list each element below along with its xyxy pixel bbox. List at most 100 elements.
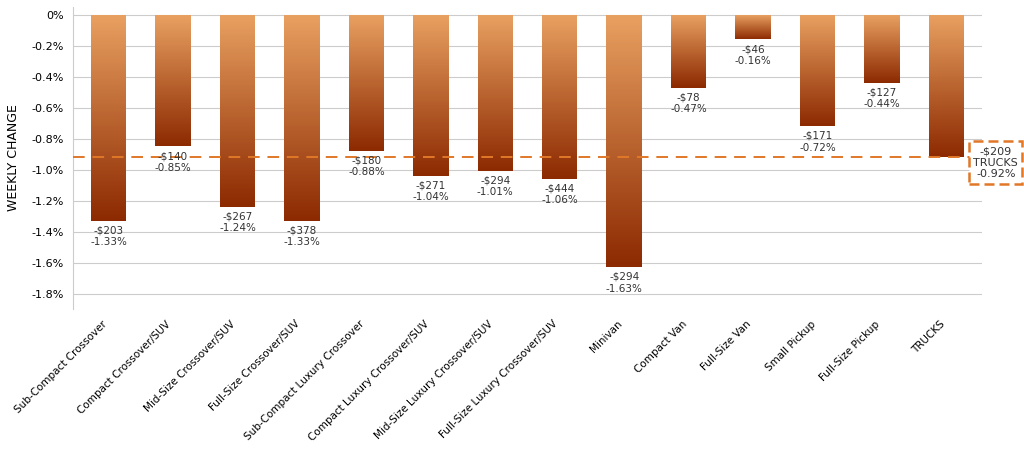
Bar [220,81,255,83]
Bar [606,65,642,67]
Bar [800,89,836,90]
Bar [606,63,642,65]
Bar [413,87,449,88]
Bar [156,87,190,88]
Bar [542,140,578,141]
Bar [671,76,707,77]
Bar [220,193,255,194]
Bar [542,26,578,27]
Bar [477,64,513,65]
Bar [413,26,449,27]
Bar [864,15,900,16]
Bar [156,124,190,125]
Bar [413,72,449,73]
Bar [929,25,965,26]
Bar [156,44,190,45]
Bar [606,176,642,178]
Bar [800,86,836,87]
Bar [929,28,965,29]
Bar [864,34,900,35]
Bar [156,135,190,136]
Bar [91,70,126,71]
Bar [156,22,190,23]
Bar [929,118,965,119]
Bar [220,113,255,115]
Bar [477,90,513,91]
Bar [477,63,513,64]
Bar [156,79,190,80]
Bar [542,166,578,167]
Bar [348,38,384,39]
Bar [156,16,190,17]
Bar [606,222,642,224]
Bar [671,84,707,85]
Bar [606,87,642,89]
Bar [800,74,836,75]
Bar [285,159,319,160]
Bar [606,18,642,20]
Bar [542,125,578,126]
Bar [671,15,707,16]
Bar [800,103,836,104]
Bar [348,109,384,110]
Bar [606,213,642,215]
Bar [929,146,965,147]
Bar [91,135,126,137]
Bar [542,86,578,87]
Bar [348,86,384,87]
Bar [91,207,126,208]
Bar [285,114,319,115]
Bar [348,146,384,147]
Bar [220,41,255,43]
Bar [348,145,384,146]
Bar [413,35,449,36]
Bar [864,46,900,47]
Bar [542,110,578,111]
Bar [606,220,642,222]
Bar [220,29,255,30]
Bar [542,38,578,39]
Bar [477,21,513,22]
Bar [606,33,642,35]
Bar [929,110,965,111]
Bar [348,23,384,24]
Bar [91,46,126,48]
Bar [220,112,255,113]
Bar [156,115,190,116]
Bar [542,64,578,65]
Bar [348,83,384,84]
Text: -$271
-1.04%: -$271 -1.04% [413,180,450,202]
Bar [91,211,126,212]
Bar [220,77,255,79]
Bar [413,146,449,147]
Bar [929,70,965,71]
Bar [929,142,965,143]
Bar [542,59,578,61]
Bar [348,81,384,82]
Bar [220,107,255,108]
Bar [285,99,319,100]
Bar [156,144,190,145]
Bar [348,130,384,131]
Bar [348,67,384,68]
Bar [413,37,449,38]
Bar [156,125,190,126]
Bar [413,52,449,54]
Bar [542,155,578,156]
Bar [542,41,578,42]
Bar [285,78,319,79]
Bar [800,111,836,112]
Bar [800,115,836,116]
Bar [348,140,384,141]
Bar [91,204,126,206]
Bar [348,142,384,143]
Bar [156,47,190,48]
Bar [929,64,965,65]
Bar [864,63,900,64]
Bar [800,65,836,66]
Bar [91,199,126,200]
Bar [348,112,384,113]
Bar [285,188,319,189]
Bar [220,47,255,48]
Bar [800,52,836,53]
